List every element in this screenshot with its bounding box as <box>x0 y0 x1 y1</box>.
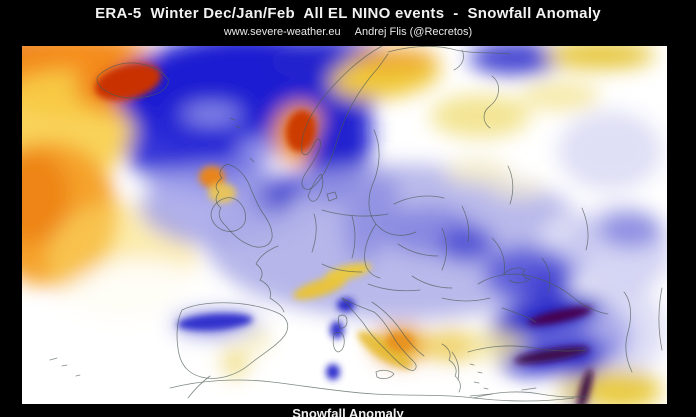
coast-iceland <box>96 62 169 99</box>
page-title: ERA-5 Winter Dec/Jan/Feb All EL NINO eve… <box>95 5 601 22</box>
coast-scandinavia-west <box>301 46 389 190</box>
coast-sardinia <box>332 331 345 353</box>
coastlines <box>49 46 663 402</box>
inland-borders <box>311 165 589 323</box>
coast-crete-cyprus <box>469 387 537 397</box>
coast-faroes-shetland <box>229 117 255 163</box>
snowfall-anomaly-map <box>22 46 667 404</box>
footer-caption: Snowfall Anomaly <box>292 406 404 417</box>
coast-turkey-north <box>467 345 587 353</box>
coast-aegean-islands <box>469 363 489 390</box>
coast-ireland <box>210 197 246 232</box>
coast-white-sea <box>483 75 499 129</box>
coast-arctic-russia <box>387 46 511 71</box>
coast-morocco <box>187 375 211 399</box>
coast-greece <box>441 343 461 393</box>
coast-adriatic <box>371 301 425 357</box>
coast-france <box>255 245 285 313</box>
coast-iberia <box>176 302 289 379</box>
coast-black-sea <box>477 267 609 315</box>
anomaly-blobs-fine <box>94 63 593 404</box>
coast-denmark <box>307 173 338 202</box>
coast-italy <box>341 297 417 371</box>
subtitle-website: www.severe-weather.eu <box>223 26 341 38</box>
coast-baltic <box>364 129 445 279</box>
coast-sicily <box>375 369 395 380</box>
coast-baltic-south <box>321 209 389 217</box>
coast-north-africa <box>169 379 575 402</box>
page-subtitle: www.severe-weather.eu Andrej Flis (@Recre… <box>0 26 696 38</box>
coast-britain <box>215 163 273 248</box>
coast-caspian <box>623 287 663 373</box>
subtitle-author: Andrej Flis (@Recretos) <box>354 26 473 38</box>
anomaly-field <box>22 46 667 404</box>
coast-corsica <box>337 314 348 329</box>
coast-azores <box>49 357 81 377</box>
